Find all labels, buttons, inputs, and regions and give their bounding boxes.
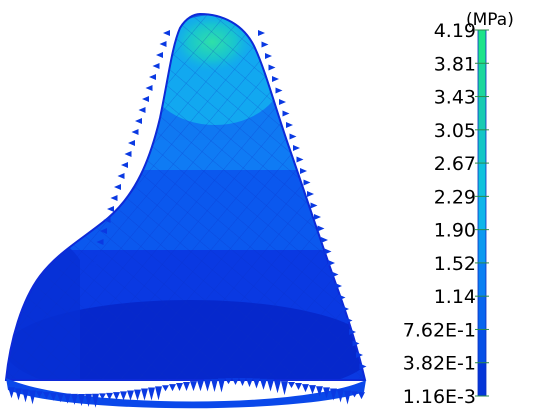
legend-color-segment [478, 362, 486, 397]
legend-color-segment [478, 96, 486, 131]
legend-color-segment [478, 163, 486, 197]
color-legend: 4.19 3.81 3.43 3.05 2.67 2.29 1.90 1.52 1.14 7.62… [403, 10, 514, 408]
legend-label: 3.05 [434, 120, 476, 142]
legend-unit: (MPa) [466, 10, 514, 30]
legend-label: 1.90 [434, 220, 476, 242]
legend-color-segment [478, 30, 486, 64]
legend-color-segment [478, 63, 486, 98]
legend-color-segment [478, 129, 486, 164]
legend-label: 3.82E-1 [403, 353, 476, 375]
legend-color-bar [477, 29, 487, 397]
legend-color-segment [478, 329, 486, 364]
model-shading [6, 14, 365, 380]
legend-color-segment [478, 229, 486, 264]
legend-label: 2.29 [434, 186, 476, 208]
legend-color-segment [478, 296, 486, 330]
legend-label: 1.16E-3 [403, 386, 476, 408]
legend-label: 1.52 [434, 253, 476, 275]
legend-label: 4.19 [434, 20, 476, 42]
bell-model [4, 12, 367, 409]
model-outline [4, 12, 367, 381]
legend-ticks [475, 29, 489, 397]
legend-color-segment [478, 262, 486, 297]
legend-color-segment [478, 196, 486, 231]
legend-label: 3.43 [434, 87, 476, 109]
legend-label: 3.81 [434, 53, 476, 75]
legend-label: 7.62E-1 [403, 319, 476, 341]
legend-label: 2.67 [434, 153, 476, 175]
legend-label: 1.14 [434, 286, 476, 308]
legend-labels: 4.19 3.81 3.43 3.05 2.67 2.29 1.90 1.52 1.14 7.62… [403, 20, 476, 408]
